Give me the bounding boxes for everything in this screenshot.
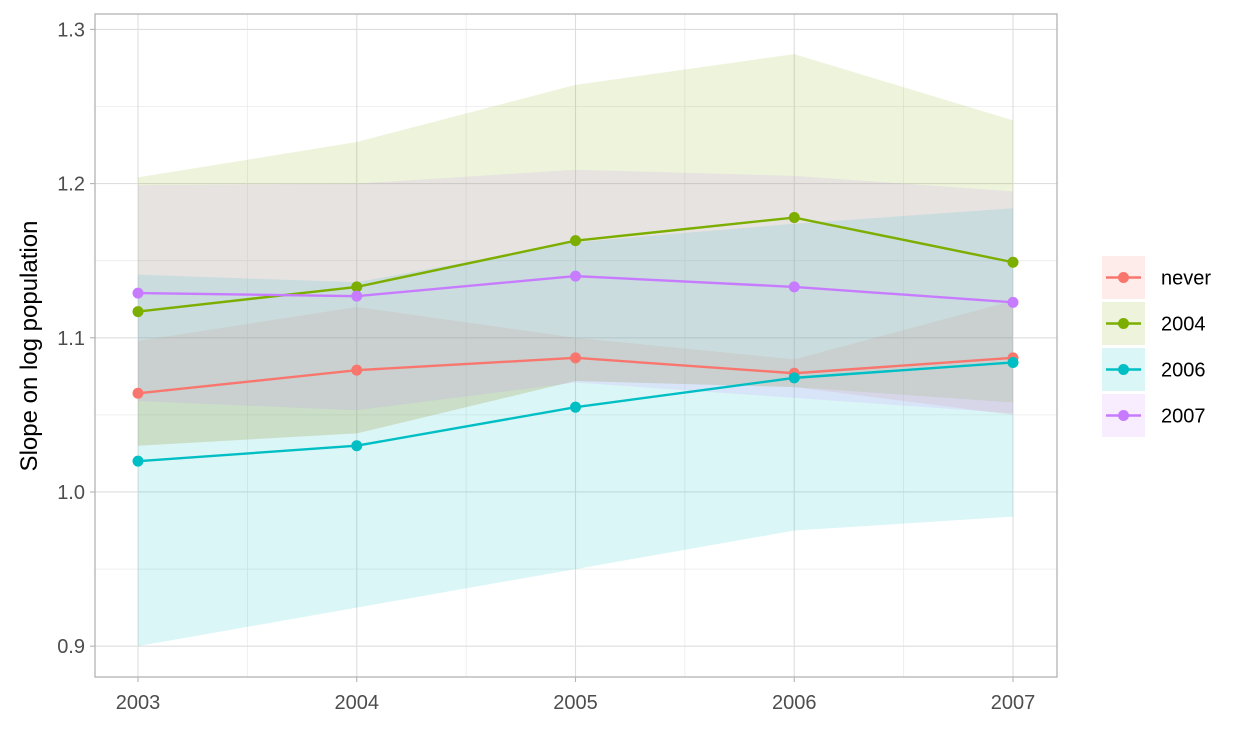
y-tick-label: 1.1 bbox=[57, 328, 85, 350]
data-point-2006 bbox=[351, 440, 363, 452]
data-point-2004 bbox=[132, 306, 144, 318]
x-tick-label: 2003 bbox=[116, 692, 161, 714]
ribbons bbox=[138, 54, 1013, 647]
x-tick-label: 2004 bbox=[335, 692, 380, 714]
confidence-ribbon-2006 bbox=[138, 208, 1013, 647]
y-tick-label: 1.3 bbox=[57, 19, 85, 41]
data-point-2004 bbox=[570, 235, 581, 247]
data-point-2007 bbox=[570, 270, 581, 282]
legend-key-point bbox=[1118, 272, 1129, 283]
y-tick-labels: 0.9 1.0 1.1 1.2 1.3 bbox=[57, 19, 95, 658]
data-point-2006 bbox=[1007, 356, 1019, 368]
data-point-2007 bbox=[351, 290, 363, 302]
legend-label: 2007 bbox=[1161, 406, 1206, 428]
x-tick-label: 2007 bbox=[991, 692, 1036, 714]
confidence-ribbon-2004 bbox=[138, 54, 1013, 446]
data-point-2006 bbox=[570, 401, 581, 413]
y-tick-label: 0.9 bbox=[57, 636, 85, 658]
data-point-never bbox=[570, 352, 581, 364]
y-axis-title: Slope on log population bbox=[16, 221, 43, 472]
data-point-2007 bbox=[132, 287, 144, 299]
data-point-2007 bbox=[788, 281, 800, 293]
legend: never 2004 2006 2007 bbox=[1102, 256, 1211, 437]
legend-key-point bbox=[1118, 318, 1129, 329]
legend-key-point bbox=[1118, 410, 1129, 421]
confidence-ribbon-2007 bbox=[138, 169, 1013, 414]
data-point-2004 bbox=[788, 212, 800, 224]
x-tick-label: 2005 bbox=[553, 692, 598, 714]
y-tick-label: 1.0 bbox=[57, 482, 85, 504]
data-point-never bbox=[351, 364, 363, 376]
data-point-never bbox=[132, 387, 144, 399]
data-point-2007 bbox=[1007, 296, 1019, 308]
series-points bbox=[132, 212, 1019, 467]
data-point-2006 bbox=[132, 455, 144, 467]
x-tick-labels: 2003 2004 2005 2006 2007 bbox=[116, 677, 1036, 714]
y-tick-label: 1.2 bbox=[57, 174, 85, 196]
data-point-2004 bbox=[1007, 256, 1019, 268]
legend-key-point bbox=[1118, 364, 1129, 375]
grid bbox=[95, 14, 1057, 677]
legend-label: 2004 bbox=[1161, 314, 1206, 336]
data-point-2006 bbox=[788, 372, 800, 384]
legend-label: never bbox=[1161, 268, 1211, 290]
x-tick-label: 2006 bbox=[772, 692, 817, 714]
data-point-2004 bbox=[351, 281, 363, 293]
confidence-ribbon-never bbox=[138, 300, 1013, 446]
legend-label: 2006 bbox=[1161, 360, 1206, 382]
